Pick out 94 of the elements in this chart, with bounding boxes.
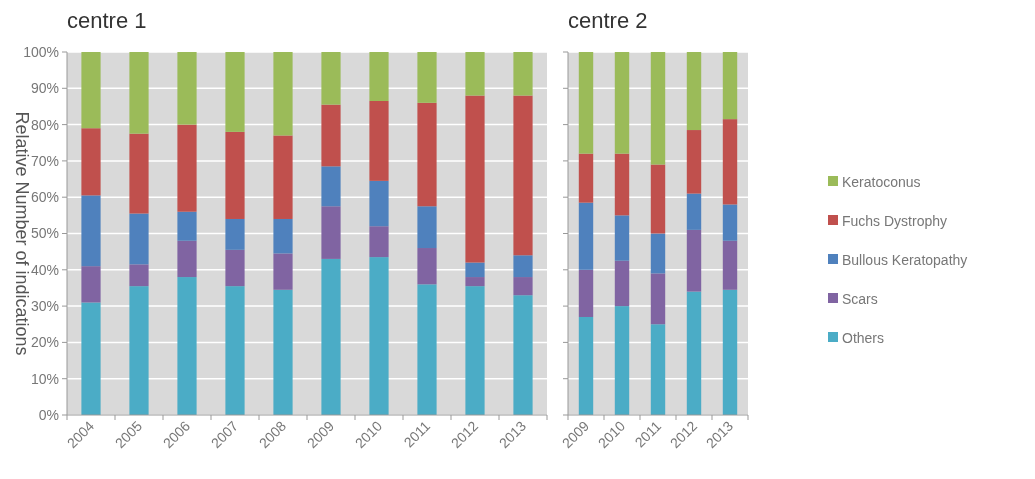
bar [650, 52, 666, 165]
y-tick-label: 80% [30, 116, 59, 133]
bar [417, 248, 437, 285]
bar [369, 52, 389, 102]
bar [686, 229, 702, 292]
bar [273, 289, 293, 415]
bar [321, 206, 341, 259]
bar [81, 302, 101, 415]
bar [177, 211, 197, 241]
bar [614, 215, 630, 261]
bar [81, 266, 101, 303]
bar [686, 130, 702, 194]
bar [686, 193, 702, 230]
y-tick-label: 20% [30, 334, 59, 351]
bar [686, 291, 702, 415]
legend-label: Scars [842, 290, 878, 307]
y-tick-label: 100% [23, 43, 59, 60]
bar [614, 306, 630, 415]
bar [369, 226, 389, 258]
bar [513, 255, 533, 278]
bar [650, 324, 666, 415]
bar [417, 284, 437, 415]
bar [129, 213, 149, 265]
bar [81, 128, 101, 196]
bar [369, 257, 389, 415]
bar [129, 286, 149, 415]
legend-label: Bullous Keratopathy [842, 251, 968, 268]
bar [578, 316, 594, 415]
bar [417, 206, 437, 249]
bar [650, 273, 666, 325]
bar [578, 269, 594, 317]
bar [614, 153, 630, 216]
y-axis-title: Relative Number of indications [12, 111, 32, 356]
bar [465, 286, 485, 415]
bar [722, 52, 738, 120]
bar [465, 277, 485, 287]
bar [513, 295, 533, 415]
bar [321, 104, 341, 167]
legend-label: Fuchs Dystrophy [842, 212, 948, 229]
bar [722, 204, 738, 241]
bar [225, 131, 245, 219]
bar [321, 258, 341, 415]
bar [513, 277, 533, 296]
bar [225, 218, 245, 250]
bar [273, 52, 293, 136]
bar [225, 52, 245, 132]
bar [465, 95, 485, 263]
y-tick-label: 90% [30, 80, 59, 97]
legend-label: Others [842, 329, 885, 346]
bar [273, 135, 293, 219]
chart-title: centre 2 [568, 8, 648, 33]
bar [578, 52, 594, 154]
bar [686, 52, 702, 131]
bar [177, 124, 197, 212]
y-tick-label: 70% [30, 152, 59, 169]
y-tick-label: 10% [30, 370, 59, 387]
bar [81, 195, 101, 267]
bar [177, 240, 197, 278]
bar [177, 52, 197, 125]
bar [225, 249, 245, 287]
bar [578, 202, 594, 270]
bar [177, 277, 197, 415]
bar [650, 164, 666, 234]
bar [129, 133, 149, 214]
bar [129, 52, 149, 134]
bar [369, 180, 389, 227]
y-tick-label: 50% [30, 225, 59, 242]
bar [225, 286, 245, 415]
y-tick-label: 40% [30, 261, 59, 278]
bar [417, 52, 437, 103]
y-tick-label: 30% [30, 298, 59, 314]
bar [273, 218, 293, 254]
bar [513, 95, 533, 256]
bar [722, 289, 738, 415]
bar [369, 101, 389, 181]
bar [722, 240, 738, 290]
bar [722, 119, 738, 205]
bar [273, 253, 293, 290]
bar [650, 233, 666, 274]
legend-label: Keratoconus [842, 173, 921, 190]
bar [321, 166, 341, 207]
y-tick-label: 60% [30, 189, 59, 206]
y-tick-label: 0% [38, 406, 59, 423]
bar [465, 262, 485, 278]
chart-title: centre 1 [67, 8, 147, 33]
bar [321, 52, 341, 105]
bar [513, 52, 533, 96]
bar [81, 52, 101, 129]
bar [578, 153, 594, 203]
bar [465, 52, 485, 96]
bar [614, 52, 630, 154]
bar [614, 260, 630, 307]
bar [417, 102, 437, 207]
bar [129, 264, 149, 287]
